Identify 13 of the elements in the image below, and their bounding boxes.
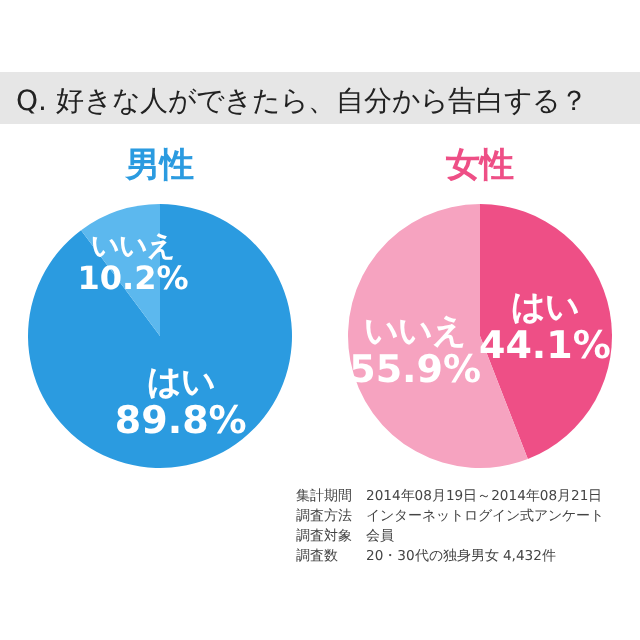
- data-label: 89.8%: [114, 398, 247, 443]
- data-label: 44.1%: [478, 323, 611, 368]
- data-label: 10.2%: [77, 258, 189, 297]
- data-label: 55.9%: [349, 348, 482, 393]
- pie-slice: [480, 204, 612, 460]
- chart-title: 女性: [444, 146, 514, 186]
- slice-label: いいえ: [90, 230, 175, 263]
- slice-label: はい: [510, 287, 579, 328]
- text: Q. 好きな人ができたら、自分から告白する？: [16, 86, 588, 118]
- slice-label: はい: [146, 362, 215, 403]
- slice-label: いいえ: [364, 312, 467, 353]
- pie-slice: [28, 204, 292, 468]
- chart-title: 男性: [124, 146, 194, 186]
